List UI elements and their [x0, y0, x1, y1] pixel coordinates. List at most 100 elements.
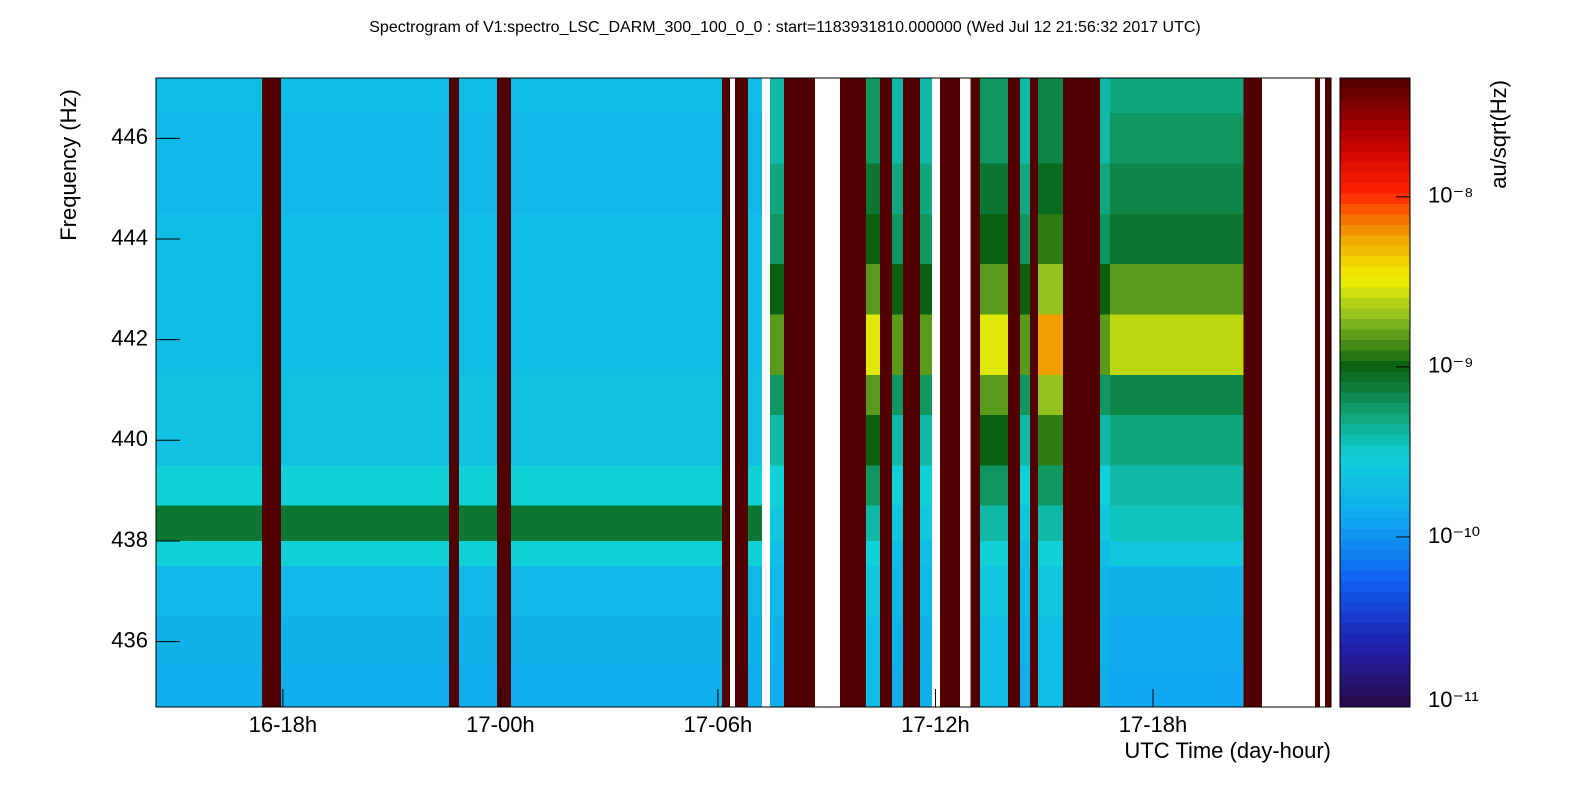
- cell: [783, 264, 816, 315]
- cell: [261, 415, 282, 466]
- colorbar-swatch: [1340, 434, 1410, 446]
- colorbar-swatch: [1340, 235, 1410, 247]
- colorbar-tick-label: 10⁻¹¹: [1428, 687, 1479, 712]
- cell: [1110, 666, 1244, 707]
- y-tick-label: 442: [111, 325, 148, 350]
- cell: [261, 566, 282, 617]
- cell: [770, 415, 784, 466]
- cell: [1243, 213, 1263, 265]
- cell: [1315, 566, 1321, 617]
- cell: [866, 540, 880, 567]
- cell: [156, 465, 262, 506]
- cell: [734, 415, 749, 466]
- cell: [748, 374, 763, 416]
- cell: [1315, 374, 1321, 416]
- cell: [721, 163, 730, 214]
- cell: [891, 505, 904, 541]
- cell: [1315, 465, 1321, 506]
- cell: [879, 78, 892, 114]
- cell: [734, 78, 749, 114]
- cell: [920, 78, 933, 114]
- colorbar-swatch: [1340, 696, 1410, 708]
- cell: [261, 540, 282, 567]
- colorbar-swatch: [1340, 444, 1410, 456]
- cell: [903, 374, 921, 416]
- cell: [1007, 465, 1020, 506]
- cell: [459, 540, 498, 567]
- cell: [748, 213, 763, 265]
- cell: [879, 415, 892, 466]
- cell: [1007, 505, 1020, 541]
- colorbar-swatch: [1340, 518, 1410, 530]
- cell: [770, 163, 784, 214]
- cell: [866, 616, 880, 667]
- colorbar-tick-label: 10⁻¹⁰: [1428, 523, 1480, 548]
- cell: [840, 213, 867, 265]
- cell: [903, 213, 921, 265]
- cell: [866, 505, 880, 541]
- cell: [770, 540, 784, 567]
- cell: [1063, 78, 1101, 114]
- cell: [1038, 415, 1064, 466]
- cell: [1063, 374, 1101, 416]
- colorbar-swatch: [1340, 497, 1410, 509]
- colorbar-swatch: [1340, 224, 1410, 236]
- cell: [721, 264, 730, 315]
- cell: [281, 314, 449, 375]
- cell: [970, 616, 981, 667]
- cell: [891, 374, 904, 416]
- cell: [970, 78, 981, 114]
- cell: [970, 540, 981, 567]
- cell: [1063, 113, 1101, 164]
- cell: [1019, 213, 1031, 265]
- colorbar-swatch: [1340, 109, 1410, 121]
- y-tick-label: 444: [111, 225, 148, 250]
- cell: [459, 213, 498, 265]
- cell: [920, 374, 933, 416]
- cell: [1243, 505, 1263, 541]
- cell: [840, 666, 867, 707]
- x-tick-label: 17-06h: [684, 712, 753, 737]
- colorbar-swatch: [1340, 549, 1410, 561]
- cell: [1243, 566, 1263, 617]
- cell: [1030, 374, 1039, 416]
- cell: [920, 616, 933, 667]
- cell: [734, 264, 749, 315]
- cell: [1110, 163, 1244, 214]
- cell: [1243, 540, 1263, 567]
- cell: [940, 374, 961, 416]
- cell: [748, 415, 763, 466]
- cell: [448, 78, 460, 114]
- colorbar-swatch: [1340, 591, 1410, 603]
- cell: [261, 163, 282, 214]
- cell: [1325, 113, 1331, 164]
- cell: [891, 314, 904, 375]
- cell: [980, 213, 1008, 265]
- cell: [840, 566, 867, 617]
- cell: [1038, 540, 1064, 567]
- cell: [497, 264, 511, 315]
- cell: [840, 78, 867, 114]
- cell: [783, 78, 816, 114]
- cell: [1243, 666, 1263, 707]
- cell: [1110, 113, 1244, 164]
- colorbar-swatch: [1340, 455, 1410, 467]
- colorbar-swatch: [1340, 172, 1410, 184]
- cell: [1063, 505, 1101, 541]
- cell: [980, 163, 1008, 214]
- cell: [879, 374, 892, 416]
- cell: [1110, 78, 1244, 114]
- cell: [1110, 264, 1244, 315]
- cell: [879, 505, 892, 541]
- cell: [1030, 264, 1039, 315]
- cell: [721, 374, 730, 416]
- colorbar-swatch: [1340, 98, 1410, 111]
- cell: [1315, 540, 1321, 567]
- cell: [980, 314, 1008, 375]
- cell: [891, 666, 904, 707]
- cell: [1007, 213, 1020, 265]
- cell: [748, 264, 763, 315]
- cell: [1063, 465, 1101, 506]
- cell: [940, 264, 961, 315]
